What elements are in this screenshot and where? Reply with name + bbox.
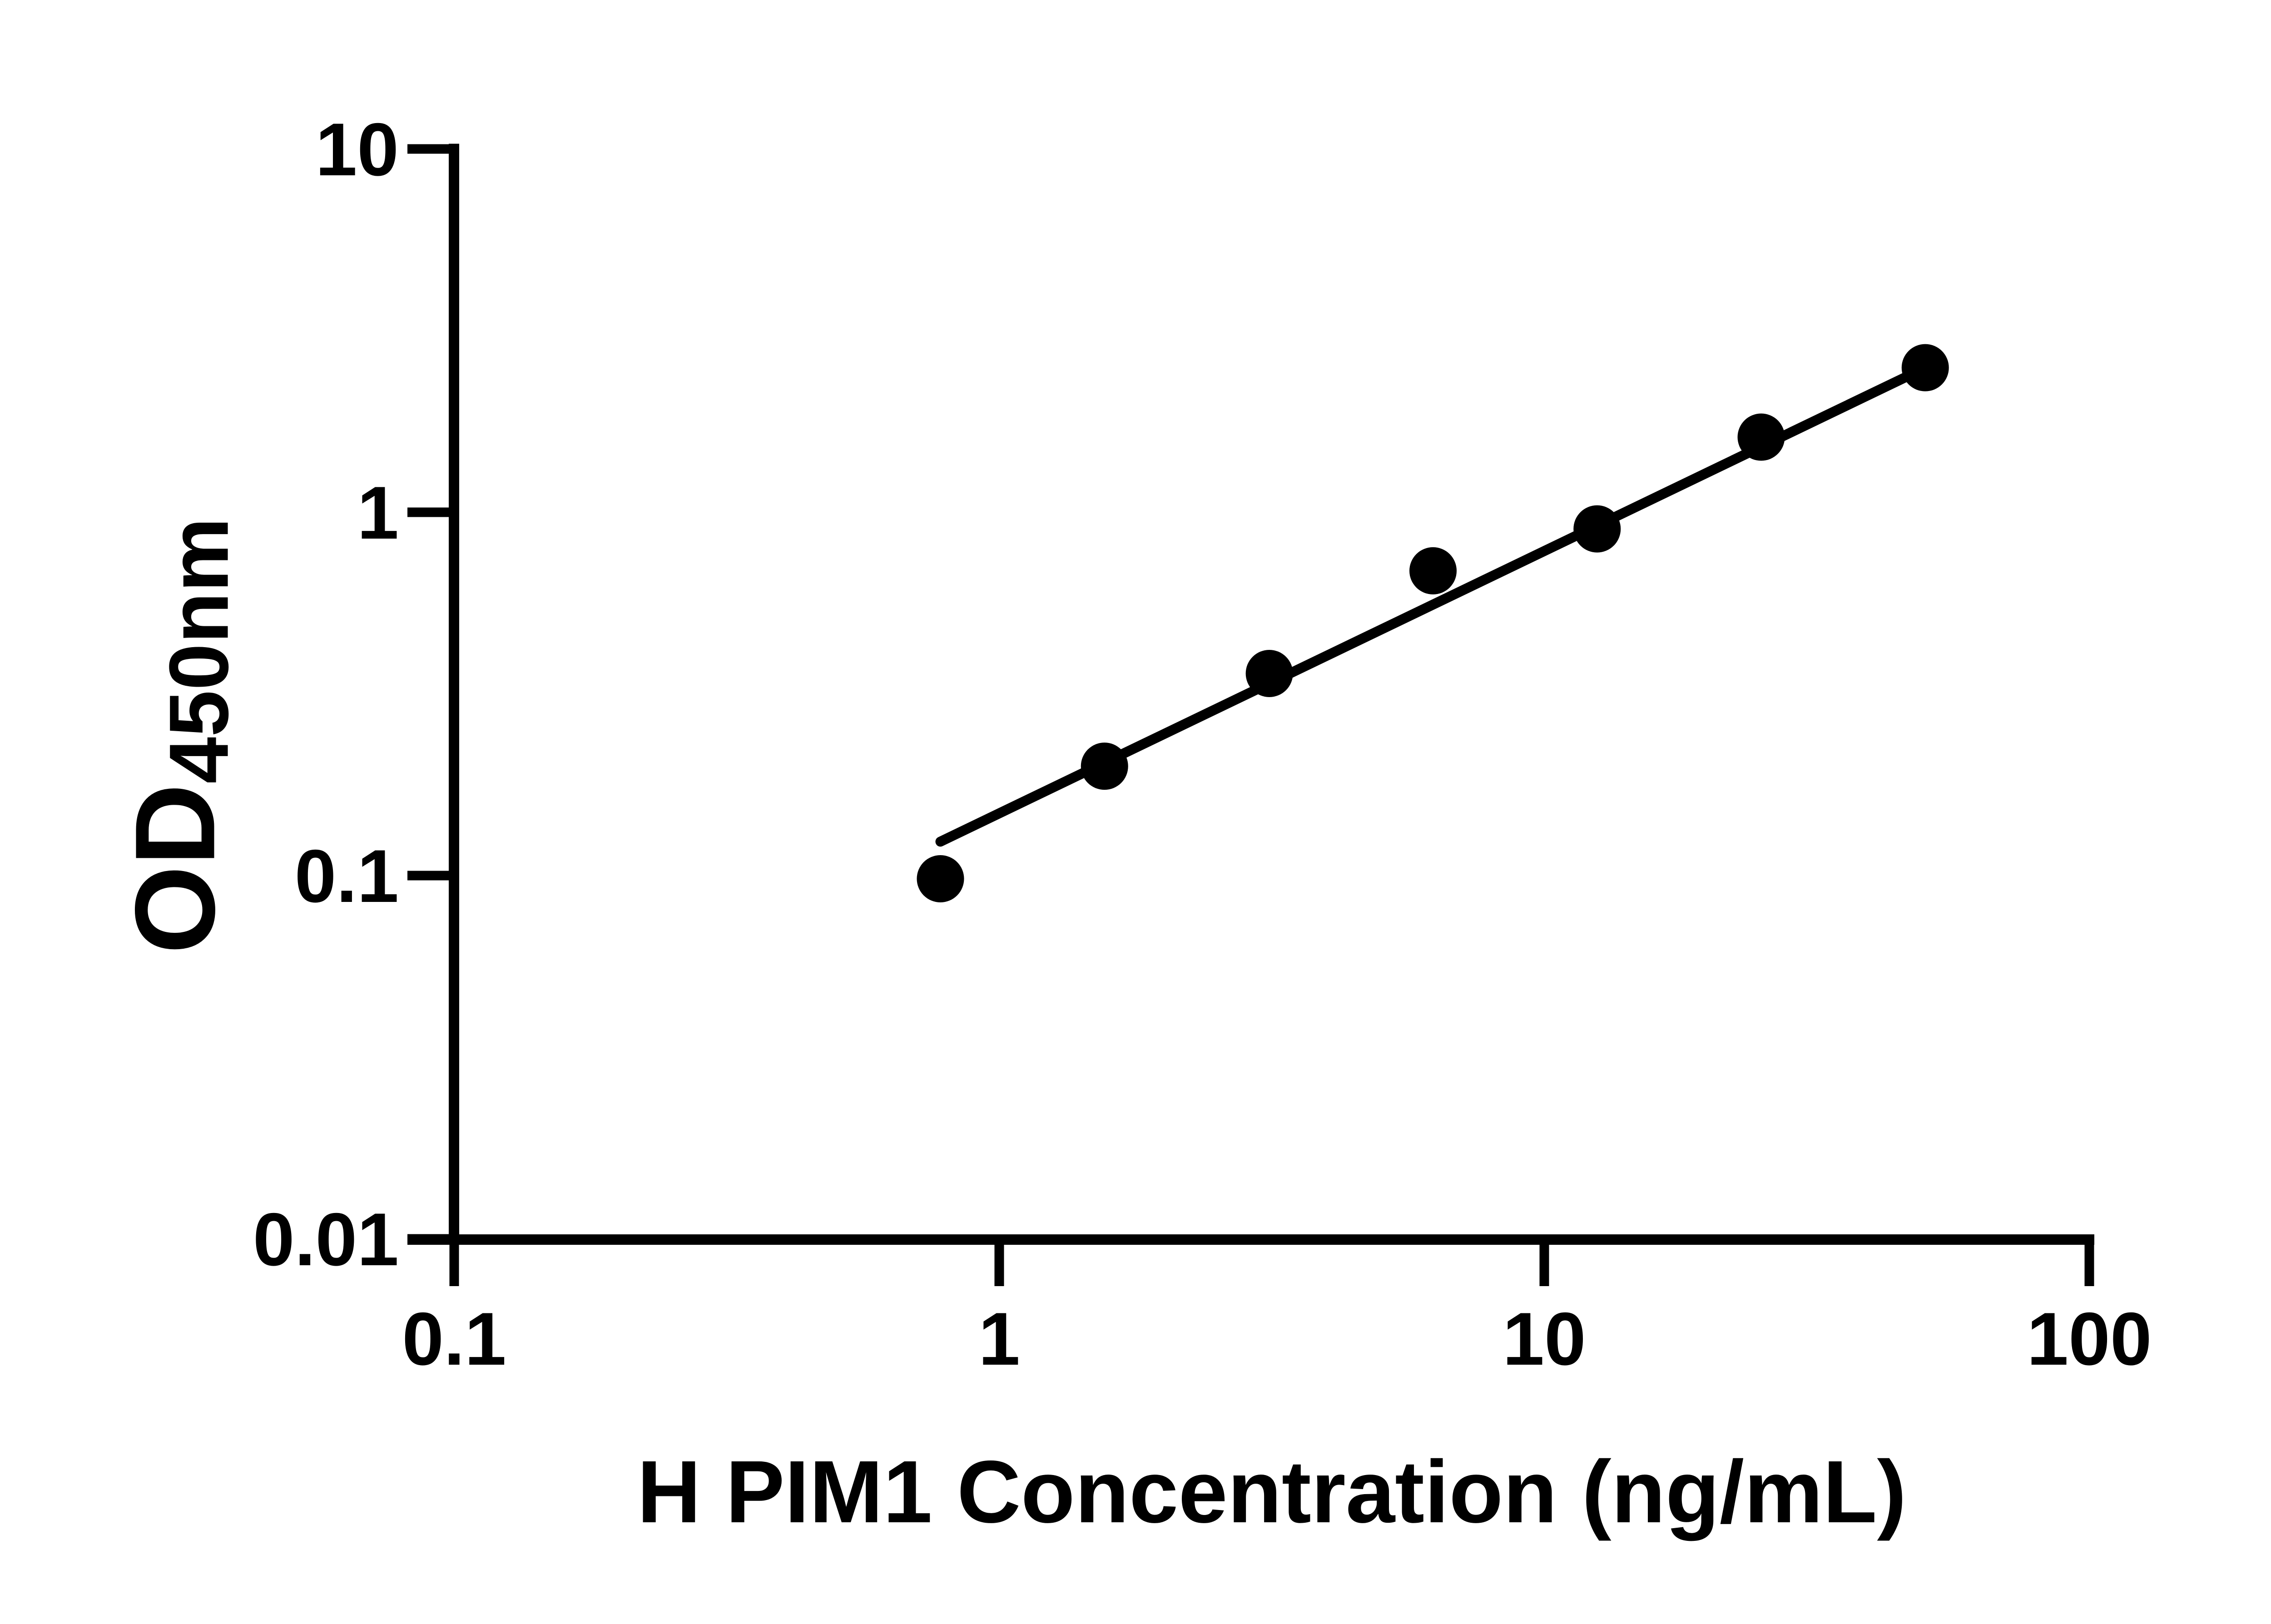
x-tick-label: 1 (978, 1297, 1020, 1381)
x-axis-title: H PIM1 Concentration (ng/mL) (637, 1442, 1907, 1541)
data-point (1901, 344, 1949, 391)
data-point (1573, 505, 1621, 553)
y-axis-title-main: OD (111, 783, 238, 954)
y-tick-label: 10 (315, 108, 399, 191)
data-point (1737, 413, 1785, 461)
y-tick-label: 0.1 (295, 834, 399, 918)
y-tick-label: 1 (357, 471, 399, 555)
data-point (917, 855, 964, 903)
data-point (1081, 743, 1128, 790)
y-axis-title: OD450nm (110, 517, 246, 954)
data-point (1409, 547, 1457, 594)
y-axis-title-subscript: 450nm (152, 517, 246, 784)
x-tick-label: 10 (1502, 1297, 1586, 1381)
x-tick-label: 100 (2027, 1297, 2152, 1381)
x-tick-label: 0.1 (402, 1297, 506, 1381)
data-point (1245, 649, 1293, 697)
y-tick-label: 0.01 (253, 1198, 399, 1281)
